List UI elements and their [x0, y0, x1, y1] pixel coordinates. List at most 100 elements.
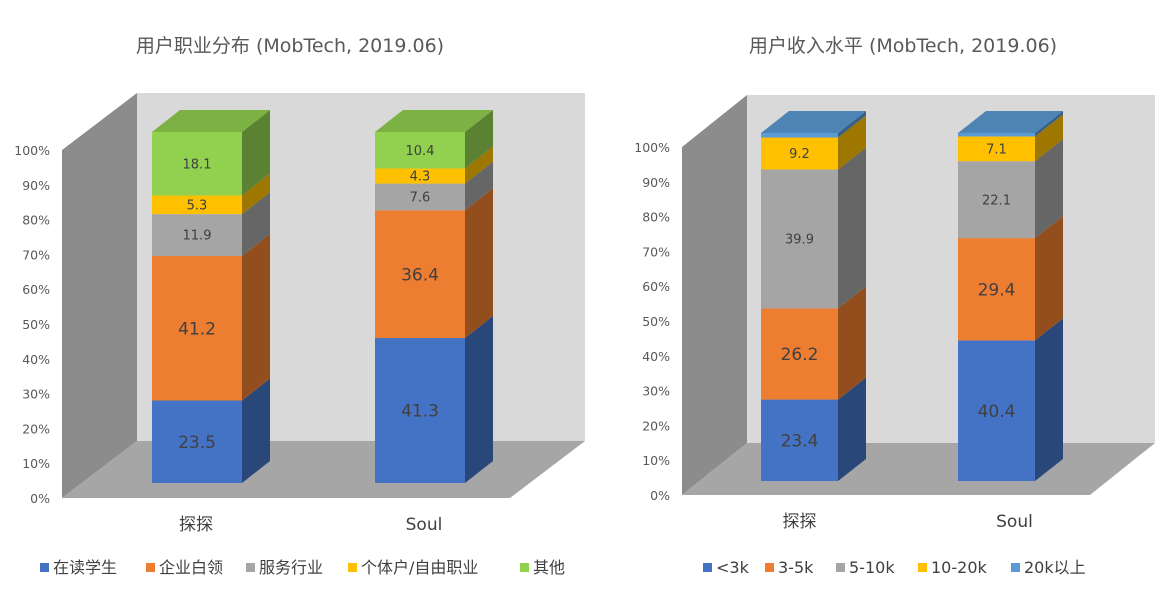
- bar-side-face: [838, 111, 866, 138]
- data-label: 29.4: [978, 280, 1016, 300]
- legend-swatch: [918, 563, 927, 572]
- bar-segment-1-4: [152, 173, 270, 215]
- y-tick-label: 0%: [30, 491, 50, 506]
- data-label: 23.5: [178, 433, 216, 453]
- y-tick-label: 80%: [22, 213, 50, 228]
- bar-side-face: [465, 188, 493, 339]
- bar-segment-2-2: [375, 188, 493, 339]
- legend-label: 企业白领: [159, 558, 223, 577]
- bar-side-face: [465, 110, 493, 169]
- bar-segment-1-2: [761, 286, 866, 400]
- bar-front-face: [761, 169, 838, 309]
- bar-segment-2-2: [958, 216, 1063, 341]
- bar-front-face: [761, 137, 838, 170]
- legend-label: 5-10k: [849, 558, 895, 577]
- bar-side-face: [465, 146, 493, 184]
- bar-segment-1-1: [761, 377, 866, 481]
- y-tick-label: 60%: [22, 282, 50, 297]
- bar-front-face: [152, 195, 242, 215]
- floor: [62, 441, 585, 498]
- bar-front-face: [375, 168, 465, 184]
- data-label: 41.3: [401, 402, 439, 422]
- bar-side-face: [465, 161, 493, 211]
- y-tick-label: 100%: [14, 143, 50, 158]
- data-label: 26.2: [781, 345, 819, 365]
- bar-segment-1-5: [152, 110, 270, 196]
- bar-side-face: [838, 115, 866, 170]
- bar-side-face: [838, 147, 866, 309]
- data-label: 23.4: [781, 431, 819, 451]
- data-label: 7.6: [410, 191, 431, 206]
- legend-swatch: [836, 563, 845, 572]
- bar-front-face: [152, 255, 242, 401]
- bar-side-face: [242, 233, 270, 401]
- bar-front-face: [152, 132, 242, 196]
- y-tick-label: 10%: [22, 456, 50, 471]
- legend-label: 其他: [533, 558, 565, 577]
- bar-segment-1-3: [152, 192, 270, 256]
- chart-title: 用户收入水平 (MobTech, 2019.06): [749, 35, 1057, 57]
- legend-label: 10-20k: [931, 558, 987, 577]
- y-tick-label: 20%: [642, 418, 670, 433]
- y-tick-label: 90%: [642, 175, 670, 190]
- bar-front-face: [958, 136, 1035, 162]
- chart-title: 用户职业分布 (MobTech, 2019.06): [136, 35, 444, 57]
- bar-side-face: [242, 173, 270, 215]
- bar-segment-1-3: [761, 147, 866, 309]
- y-tick-label: 40%: [642, 349, 670, 364]
- data-label: 39.9: [785, 233, 814, 248]
- y-tick-label: 40%: [22, 352, 50, 367]
- bar-side-face: [465, 316, 493, 483]
- x-category-label: Soul: [996, 512, 1033, 532]
- y-tick-label: 70%: [22, 247, 50, 262]
- legend-swatch: [348, 563, 357, 572]
- x-category-label: 探探: [783, 512, 817, 532]
- legend-label: 20k以上: [1024, 558, 1086, 577]
- bar-segment-2-4: [375, 146, 493, 184]
- legend-label: 服务行业: [259, 558, 323, 577]
- x-category-label: 探探: [179, 515, 213, 535]
- legend-label: <3k: [716, 558, 750, 577]
- bar-side-face: [838, 286, 866, 400]
- bar-segment-1-2: [152, 233, 270, 401]
- bar-segment-1-1: [152, 378, 270, 483]
- y-tick-label: 30%: [22, 387, 50, 402]
- bar-side-face: [838, 377, 866, 481]
- y-tick-label: 10%: [642, 453, 670, 468]
- data-label: 4.3: [410, 170, 431, 185]
- x-category-label: Soul: [406, 515, 443, 535]
- bar-segment-2-3: [958, 139, 1063, 239]
- bar-segment-2-5: [958, 111, 1063, 137]
- bar-side-face: [1035, 139, 1063, 239]
- bar-segment-2-3: [375, 161, 493, 211]
- y-tick-label: 30%: [642, 384, 670, 399]
- bar-top-face: [152, 110, 270, 132]
- bar-front-face: [375, 132, 465, 169]
- y-tick-label: 90%: [22, 178, 50, 193]
- bar-front-face: [958, 238, 1035, 341]
- y-tick-label: 80%: [642, 210, 670, 225]
- y-tick-label: 50%: [642, 314, 670, 329]
- legend-label: 在读学生: [53, 558, 117, 577]
- data-label: 22.1: [982, 193, 1011, 208]
- side-wall: [62, 93, 137, 498]
- floor: [682, 443, 1155, 495]
- bar-front-face: [375, 210, 465, 339]
- data-label: 7.1: [986, 143, 1007, 158]
- bar-front-face: [958, 161, 1035, 239]
- data-label: 18.1: [183, 157, 212, 172]
- side-wall: [682, 95, 747, 495]
- bar-side-face: [242, 378, 270, 483]
- data-label: 11.9: [183, 229, 212, 244]
- data-label: 5.3: [187, 199, 208, 214]
- legend-swatch: [1011, 563, 1020, 572]
- chart-2: 用户收入水平 (MobTech, 2019.06) 0% 10% 20% 30% 40% 5…: [634, 35, 1155, 577]
- legend-swatch: [246, 563, 255, 572]
- bar-segment-2-1: [375, 316, 493, 483]
- data-label: 36.4: [401, 265, 439, 285]
- bar-front-face: [375, 338, 465, 483]
- bar-segment-2-1: [958, 318, 1063, 481]
- bar-side-face: [242, 192, 270, 256]
- bar-side-face: [1035, 111, 1063, 137]
